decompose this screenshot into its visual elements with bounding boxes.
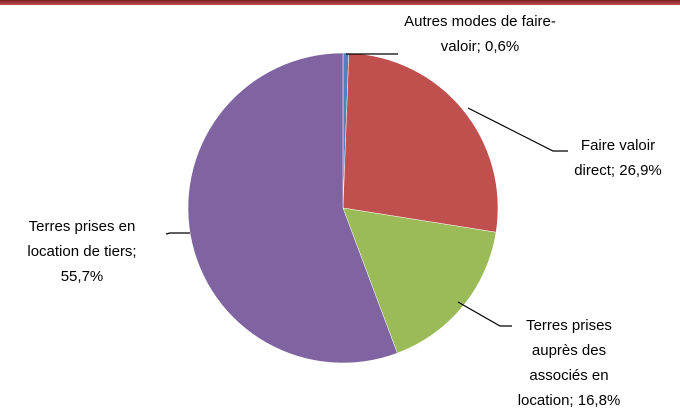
category-label: Terres prises en location de tiers;	[27, 218, 137, 260]
leader-line	[165, 232, 190, 235]
slice-label: Autres modes de faire-valoir; 0,6%	[400, 9, 560, 59]
top-bar	[0, 0, 680, 5]
value-label: 26,9%	[619, 162, 662, 179]
category-label: Terres prises auprès des associés en loc…	[517, 317, 612, 409]
pie	[187, 52, 499, 364]
pie-slice	[342, 52, 499, 233]
slice-label: Terres prises auprès des associés en loc…	[508, 313, 630, 413]
pie-slice	[187, 52, 398, 364]
slice-label: Faire valoir direct; 26,9%	[563, 133, 673, 183]
leader-lines	[165, 53, 568, 327]
slice-label: Terres prises en location de tiers; 55,7…	[6, 214, 158, 289]
leader-line	[467, 107, 568, 152]
category-label: Autres modes de faire-valoir;	[404, 13, 556, 55]
category-label: Faire valoir direct;	[574, 137, 656, 179]
leader-line	[457, 301, 512, 327]
value-label: 55,7%	[60, 268, 104, 285]
pie-slice	[342, 207, 497, 354]
value-label: 0,6%	[484, 38, 520, 55]
value-label: 16,8%	[577, 392, 621, 409]
